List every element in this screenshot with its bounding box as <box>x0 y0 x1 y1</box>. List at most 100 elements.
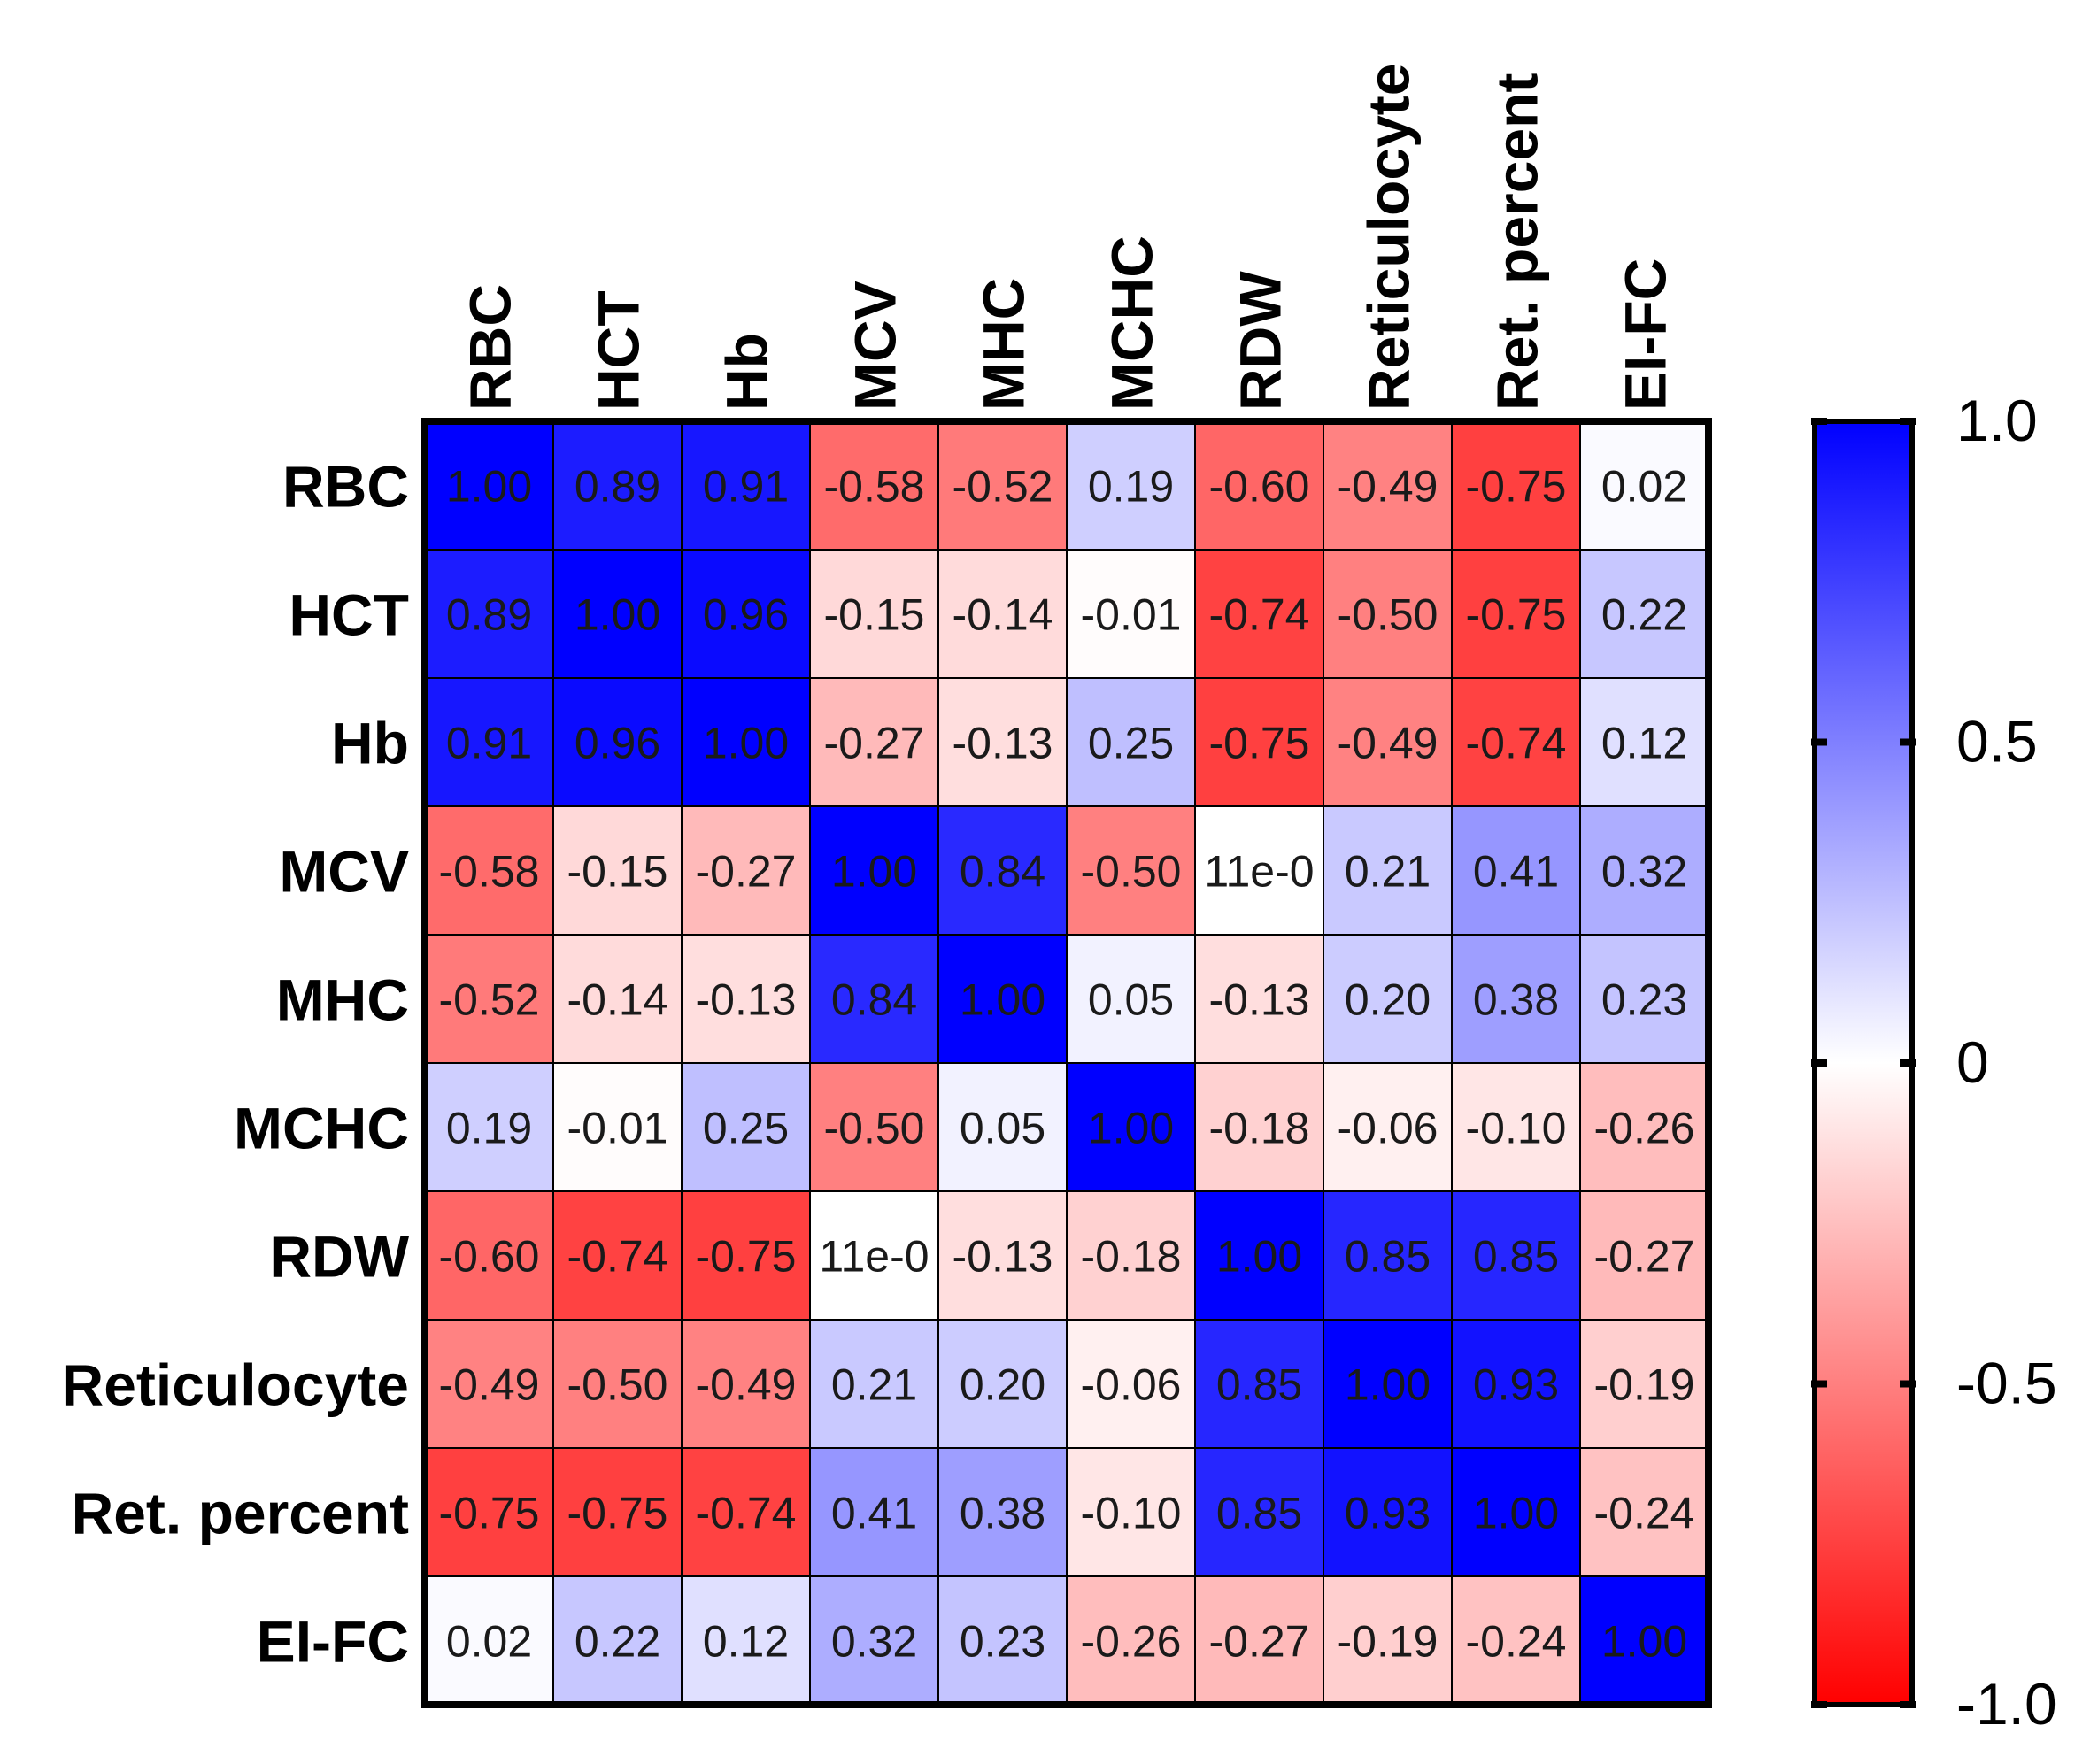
heatmap-cell-label: -0.19 <box>1594 1360 1695 1410</box>
heatmap-cell-label: -0.13 <box>1209 975 1310 1025</box>
heatmap-cell-label: -0.58 <box>824 462 925 512</box>
heatmap-cell-label: 0.93 <box>1345 1489 1431 1538</box>
heatmap-cell-hct-hb <box>681 549 811 679</box>
colorbar-tick-label: 0 <box>1956 1029 1989 1095</box>
heatmap-cell-rbc-reticulocyte <box>1323 420 1453 551</box>
heatmap-cell-label: 0.93 <box>1473 1360 1559 1410</box>
colorbar-tick-label: -1.0 <box>1956 1671 2057 1737</box>
heatmap-cell-label: -0.26 <box>1594 1104 1695 1153</box>
heatmap-cell-label: 0.05 <box>960 1104 1045 1153</box>
heatmap-cell-label: 1.00 <box>703 719 789 768</box>
heatmap-cell-label: -0.75 <box>567 1489 668 1538</box>
heatmap-cell-reticulocyte-rdw <box>1194 1319 1324 1449</box>
heatmap-cell-label: 0.20 <box>1345 975 1431 1025</box>
heatmap-cell-label: -0.10 <box>1466 1104 1567 1153</box>
heatmap-cell-label: -0.50 <box>1338 590 1439 640</box>
heatmap-cell-mcv-ret-percent <box>1451 805 1581 936</box>
heatmap-cell-hct-rdw <box>1194 549 1324 679</box>
heatmap-cell-mhc-ret-percent <box>1451 934 1581 1064</box>
heatmap-cell-label: -0.13 <box>953 719 1053 768</box>
heatmap-cell-hb-mhc <box>937 677 1068 807</box>
heatmap-cell-label: 0.22 <box>1601 590 1687 640</box>
heatmap-cell-ret-percent-hb <box>681 1447 811 1577</box>
heatmap-cell-rbc-rbc <box>424 420 554 551</box>
heatmap-cell-ret-percent-rdw <box>1194 1447 1324 1577</box>
heatmap-cell-label: 0.19 <box>446 1104 532 1153</box>
colorbar-tick-labels: 1.0 0.5 0 -0.5 -1.0 <box>1956 388 2057 1737</box>
heatmap-cell-label: -0.18 <box>1081 1232 1182 1282</box>
row-label-rdw: RDW <box>269 1224 409 1290</box>
heatmap-cell-label: -0.27 <box>1209 1617 1310 1667</box>
heatmap-cell-label: -0.15 <box>824 590 925 640</box>
heatmap-cell-label: -0.15 <box>567 847 668 897</box>
heatmap-cell-label: -0.52 <box>439 975 540 1025</box>
column-labels: RBC HCT Hb MCV MHC MCHC RDW Reticulocyte Ret. pe… <box>458 64 1678 411</box>
row-label-mchc: MCHC <box>234 1096 409 1161</box>
heatmap-cell-mchc-mhc <box>937 1062 1068 1192</box>
heatmap-cell-hb-ret-percent <box>1451 677 1581 807</box>
heatmap-cell-rdw-rbc <box>424 1190 554 1321</box>
column-label-reticulocyte: Reticulocyte <box>1356 64 1422 411</box>
heatmap-cell-mhc-mchc <box>1066 934 1196 1064</box>
heatmap-cell-label: -0.26 <box>1081 1617 1182 1667</box>
heatmap-cell-label: 0.21 <box>1345 847 1431 897</box>
heatmap-cell-ret-percent-hct <box>552 1447 683 1577</box>
heatmap-cell-rdw-reticulocyte <box>1323 1190 1453 1321</box>
heatmap-cell-label: 11e-0 <box>819 1232 929 1282</box>
heatmap-cell-label: -0.49 <box>696 1360 797 1410</box>
heatmap-cell-label: 0.41 <box>1473 847 1559 897</box>
heatmap-cell-label: 0.91 <box>703 462 789 512</box>
heatmap-cell-reticulocyte-hct <box>552 1319 683 1449</box>
heatmap-cell-label: -0.50 <box>1081 847 1182 897</box>
heatmap-cell-label: -0.19 <box>1338 1617 1439 1667</box>
heatmap-cell-label: -0.24 <box>1594 1489 1695 1538</box>
heatmap-cell-label: -0.75 <box>696 1232 797 1282</box>
heatmap-cell-label: 0.12 <box>703 1617 789 1667</box>
heatmap-cell-ret-percent-reticulocyte <box>1323 1447 1453 1577</box>
row-label-mcv: MCV <box>279 839 409 905</box>
heatmap-cell-label: 0.85 <box>1216 1489 1302 1538</box>
heatmap-cell-label: 0.89 <box>446 590 532 640</box>
column-label-rdw: RDW <box>1228 271 1293 411</box>
heatmap-cell-label: 0.32 <box>1601 847 1687 897</box>
heatmap-cell-mhc-mhc <box>937 934 1068 1064</box>
heatmap-cell-label: 0.25 <box>703 1104 789 1153</box>
colorbar-ticks <box>1811 418 1916 1708</box>
heatmap-cell-label: 0.02 <box>446 1617 532 1667</box>
row-label-ei-fc: EI-FC <box>257 1609 409 1675</box>
heatmap-cell-mhc-reticulocyte <box>1323 934 1453 1064</box>
heatmap-cell-mchc-ret-percent <box>1451 1062 1581 1192</box>
heatmap-cell-mcv-rdw <box>1194 805 1324 936</box>
heatmap-cell-ei-fc-hct <box>552 1575 683 1706</box>
heatmap-cell-mchc-rbc <box>424 1062 554 1192</box>
column-label-mcv: MCV <box>843 281 908 411</box>
heatmap-cell-label: -0.75 <box>1466 462 1567 512</box>
heatmap-cell-mcv-ei-fc <box>1579 805 1709 936</box>
heatmap-cell-label: -0.01 <box>1081 590 1182 640</box>
row-label-mhc: MHC <box>276 967 409 1033</box>
row-label-hb: Hb <box>331 711 409 776</box>
heatmap-cell-label: 0.22 <box>575 1617 660 1667</box>
heatmap-cell-label: 1.00 <box>960 975 1045 1025</box>
heatmap-cell-label: 0.38 <box>1473 975 1559 1025</box>
heatmap-cell-label: -0.74 <box>567 1232 668 1282</box>
heatmap-cell-mcv-rbc <box>424 805 554 936</box>
heatmap-cell-hct-mchc <box>1066 549 1196 679</box>
colorbar: 1.0 0.5 0 -0.5 -1.0 <box>1811 388 2057 1737</box>
heatmap-cells <box>424 420 1709 1706</box>
heatmap-cell-rdw-rdw <box>1194 1190 1324 1321</box>
heatmap-cell-reticulocyte-ret-percent <box>1451 1319 1581 1449</box>
heatmap-cell-label: -0.10 <box>1081 1489 1182 1538</box>
heatmap-cell-label: 1.00 <box>446 462 532 512</box>
heatmap-cell-label: 0.85 <box>1345 1232 1431 1282</box>
colorbar-tick-label: -0.5 <box>1956 1351 2057 1416</box>
heatmap-cell-ret-percent-mcv <box>809 1447 939 1577</box>
column-label-ei-fc: EI-FC <box>1613 258 1678 411</box>
heatmap-cell-ei-fc-reticulocyte <box>1323 1575 1453 1706</box>
heatmap-cell-hb-hct <box>552 677 683 807</box>
heatmap-cell-reticulocyte-mcv <box>809 1319 939 1449</box>
heatmap-cell-rbc-ei-fc <box>1579 420 1709 551</box>
heatmap-cell-rdw-mchc <box>1066 1190 1196 1321</box>
heatmap-cell-label: 0.85 <box>1216 1360 1302 1410</box>
